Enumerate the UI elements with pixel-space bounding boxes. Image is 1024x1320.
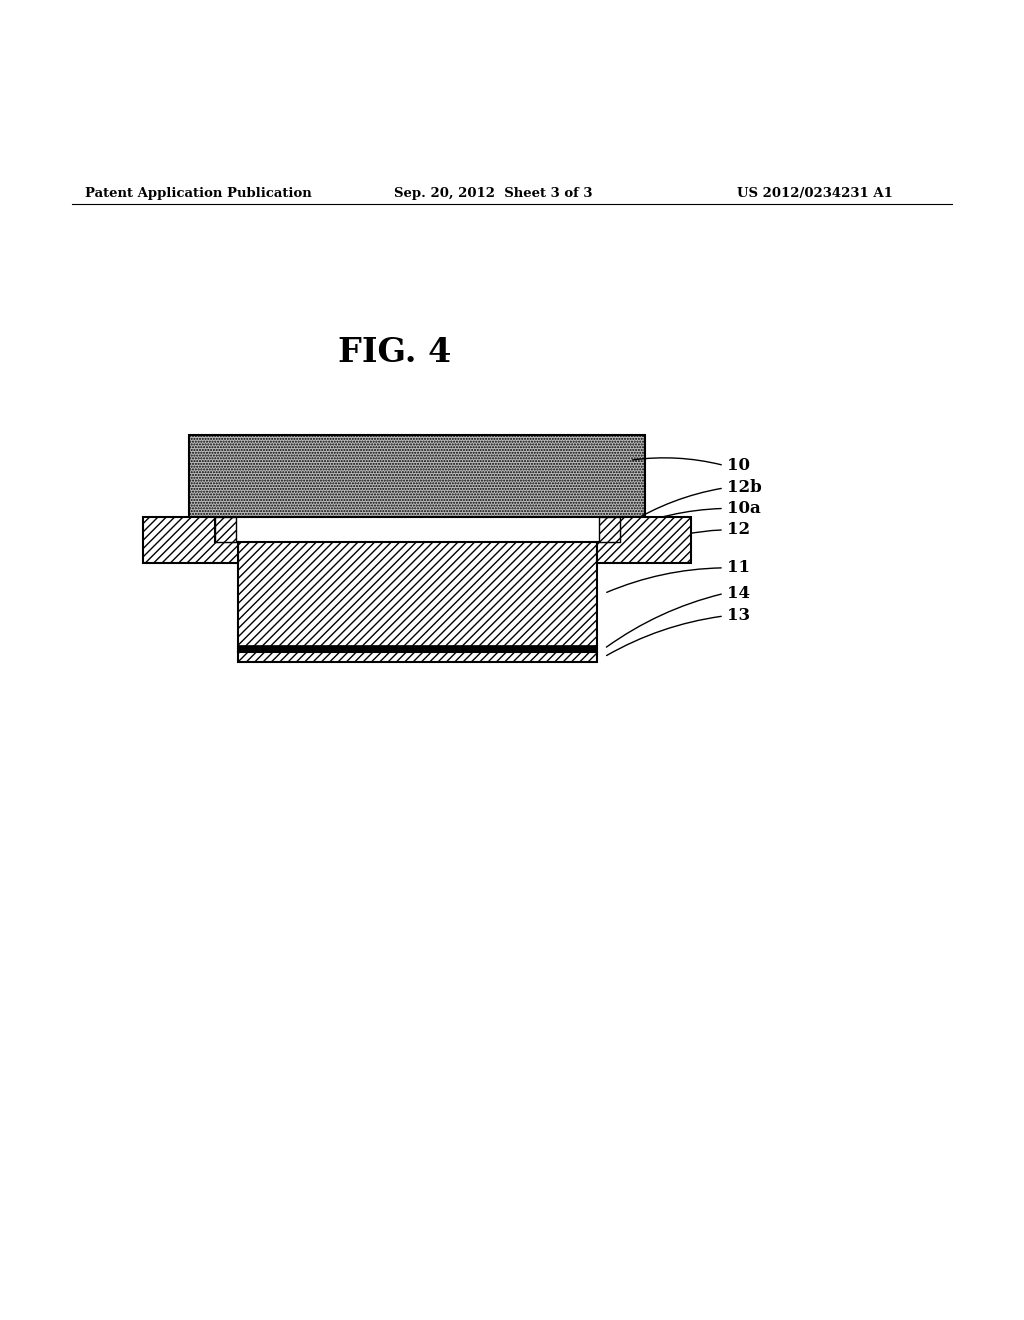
Polygon shape [238, 543, 597, 652]
Polygon shape [597, 516, 691, 562]
Text: 12b: 12b [727, 479, 762, 496]
Text: US 2012/0234231 A1: US 2012/0234231 A1 [737, 186, 893, 199]
Text: 10: 10 [727, 457, 750, 474]
Polygon shape [238, 644, 597, 652]
Polygon shape [215, 516, 236, 543]
Text: Sep. 20, 2012  Sheet 3 of 3: Sep. 20, 2012 Sheet 3 of 3 [394, 186, 593, 199]
Text: FIG. 4: FIG. 4 [338, 337, 452, 370]
Polygon shape [238, 652, 597, 663]
Text: 11: 11 [727, 560, 750, 577]
FancyBboxPatch shape [189, 434, 645, 516]
Text: 14: 14 [727, 585, 750, 602]
Text: Patent Application Publication: Patent Application Publication [85, 186, 311, 199]
Polygon shape [599, 516, 620, 543]
Text: 13: 13 [727, 607, 751, 624]
Text: 12: 12 [727, 521, 751, 539]
Polygon shape [143, 516, 238, 562]
Text: 10a: 10a [727, 500, 761, 517]
